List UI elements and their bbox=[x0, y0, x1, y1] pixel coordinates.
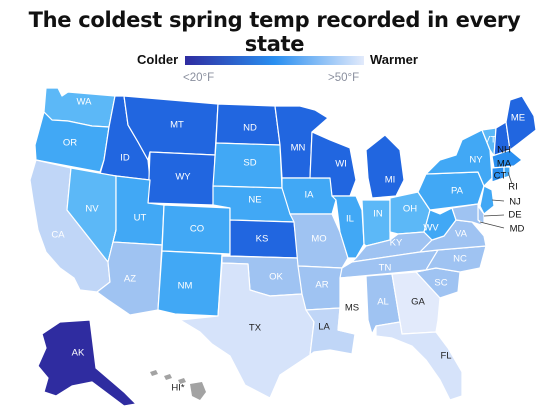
label-me: ME bbox=[511, 113, 525, 124]
legend-colder-label: Colder bbox=[137, 52, 179, 67]
label-vt: VT bbox=[484, 135, 496, 146]
label-md: MD bbox=[510, 224, 525, 235]
label-nv: NV bbox=[85, 204, 99, 215]
map-title: The coldest spring temp recorded in ever… bbox=[28, 8, 521, 56]
label-ne: NE bbox=[248, 195, 261, 206]
label-la: LA bbox=[318, 322, 330, 333]
state-mo[interactable] bbox=[289, 213, 349, 269]
state-fl[interactable] bbox=[375, 321, 463, 401]
label-ma: MA bbox=[497, 159, 512, 170]
label-ga: GA bbox=[411, 297, 425, 308]
label-sc: SC bbox=[434, 278, 447, 289]
label-fl: FL bbox=[440, 351, 451, 362]
state-mi[interactable] bbox=[365, 134, 405, 199]
leader-line-nj bbox=[491, 199, 505, 202]
label-ky: KY bbox=[390, 238, 403, 249]
state-hi[interactable] bbox=[150, 370, 206, 400]
label-hi: HI* bbox=[171, 383, 185, 394]
label-wy: WY bbox=[175, 172, 191, 183]
label-va: VA bbox=[455, 229, 468, 240]
label-id: ID bbox=[120, 153, 130, 164]
state-nj[interactable] bbox=[479, 185, 495, 215]
label-wv: WV bbox=[423, 223, 439, 234]
state-ak[interactable] bbox=[37, 319, 137, 407]
label-pa: PA bbox=[451, 186, 464, 197]
state-me[interactable] bbox=[505, 95, 537, 151]
label-ms: MS bbox=[345, 303, 359, 314]
label-oh: OH bbox=[403, 204, 417, 215]
legend-high-tick: >50°F bbox=[328, 72, 360, 84]
label-tn: TN bbox=[379, 263, 392, 274]
label-az: AZ bbox=[124, 274, 136, 285]
state-md[interactable] bbox=[451, 203, 485, 227]
label-ar: AR bbox=[315, 280, 328, 291]
label-ok: OK bbox=[269, 272, 283, 283]
state-ma[interactable] bbox=[491, 149, 523, 169]
legend-low-tick: <20°F bbox=[183, 72, 215, 84]
label-wi: WI bbox=[335, 159, 347, 170]
label-ia: IA bbox=[305, 190, 315, 201]
legend-warmer-label: Warmer bbox=[370, 52, 418, 67]
label-in: IN bbox=[373, 209, 383, 220]
label-nd: ND bbox=[243, 123, 257, 134]
label-mt: MT bbox=[170, 120, 184, 131]
label-sd: SD bbox=[243, 158, 256, 169]
label-nm: NM bbox=[178, 281, 193, 292]
state-in[interactable] bbox=[361, 199, 391, 247]
label-nj: NJ bbox=[509, 197, 521, 208]
label-tx: TX bbox=[249, 323, 262, 334]
label-al: AL bbox=[377, 297, 389, 308]
label-nh: NH bbox=[497, 145, 511, 156]
label-ct: CT bbox=[494, 171, 507, 182]
label-de: DE bbox=[508, 210, 521, 221]
legend-gradient-bar bbox=[185, 56, 364, 65]
label-wa: WA bbox=[77, 97, 93, 108]
label-nc: NC bbox=[453, 254, 467, 265]
label-il: IL bbox=[346, 214, 354, 225]
label-mi: MI bbox=[385, 175, 396, 186]
leader-line-md bbox=[479, 221, 505, 229]
label-mn: MN bbox=[291, 143, 306, 154]
label-mo: MO bbox=[311, 234, 326, 245]
label-ri: RI bbox=[508, 182, 518, 193]
label-or: OR bbox=[63, 138, 77, 149]
state-nm[interactable] bbox=[157, 250, 223, 317]
state-tx[interactable] bbox=[179, 262, 315, 399]
state-ri[interactable] bbox=[503, 166, 511, 179]
label-ut: UT bbox=[134, 213, 147, 224]
label-ny: NY bbox=[469, 155, 483, 166]
label-ak: AK bbox=[72, 348, 85, 359]
label-ks: KS bbox=[256, 234, 269, 245]
label-ca: CA bbox=[51, 230, 65, 241]
leader-line-de bbox=[483, 214, 505, 217]
label-co: CO bbox=[190, 224, 204, 235]
leader-line-ri bbox=[507, 171, 513, 185]
